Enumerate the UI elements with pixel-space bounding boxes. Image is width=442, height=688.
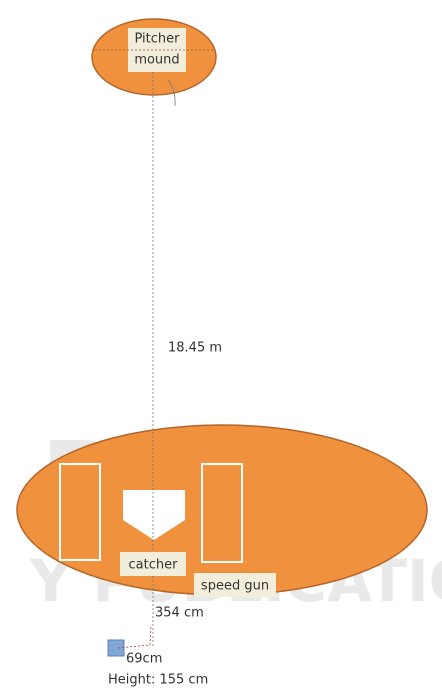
pitcher-label: mound	[134, 53, 179, 68]
catcher-label: catcher	[129, 558, 179, 573]
speed-gun	[107, 639, 125, 657]
label-box	[120, 552, 186, 576]
home-area	[16, 424, 428, 596]
speed-gun-label: speed gun	[201, 579, 269, 594]
home-plate	[123, 490, 185, 540]
distance-label: 18.45 m	[168, 341, 222, 356]
offset-line	[117, 624, 152, 649]
label-box	[194, 573, 276, 597]
curve	[167, 79, 176, 107]
offset-label: 69cm	[126, 652, 162, 667]
gun-distance-label: 354 cm	[155, 606, 204, 621]
pitcher-label: Pitcher	[135, 32, 181, 47]
height-label: Height: 155 cm	[108, 673, 208, 688]
batter-box	[201, 463, 243, 563]
batter-box	[59, 463, 101, 561]
